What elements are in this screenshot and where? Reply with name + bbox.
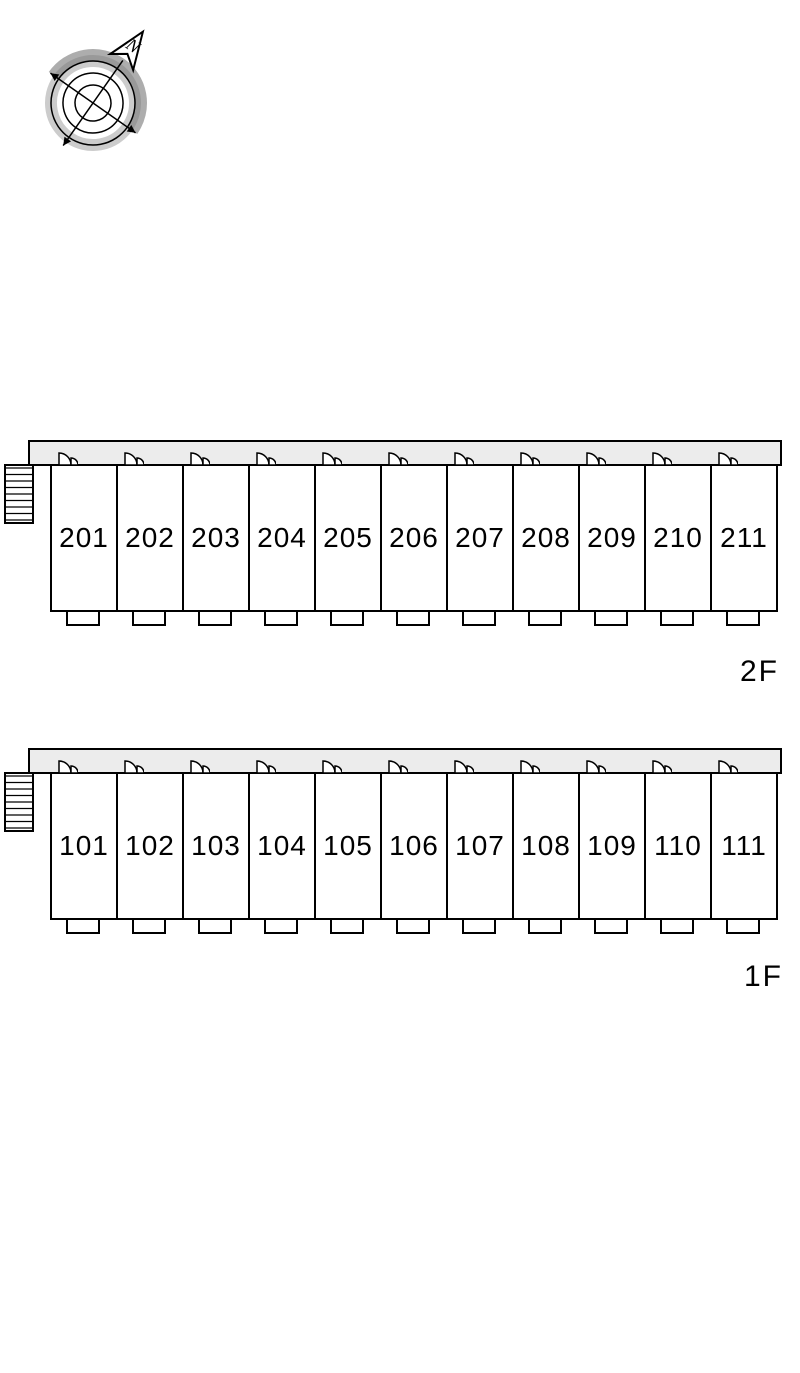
- room-label: 206: [389, 522, 439, 554]
- room-unit: 104: [250, 772, 316, 920]
- room-label: 106: [389, 830, 439, 862]
- room-unit: 106: [382, 772, 448, 920]
- floor-label: 1F: [744, 960, 783, 994]
- balcony: [660, 920, 694, 934]
- floor-label: 2F: [740, 655, 779, 689]
- room-label: 103: [191, 830, 241, 862]
- balcony: [660, 612, 694, 626]
- floor-1f: 101 102 103 104 105 106 107 108 109 11: [0, 748, 800, 996]
- balcony: [132, 612, 166, 626]
- balcony: [726, 920, 760, 934]
- rooms-row: 201 202 203 204 205 206 207 208 209 21: [50, 464, 778, 612]
- room-label: 109: [587, 830, 637, 862]
- room-label: 201: [59, 522, 109, 554]
- floor-plan-canvas: N 201 202 203 204 205 206 207 208: [0, 0, 800, 1373]
- room-label: 111: [721, 830, 767, 862]
- balcony: [330, 920, 364, 934]
- room-unit: 208: [514, 464, 580, 612]
- rooms-row: 101 102 103 104 105 106 107 108 109 11: [50, 772, 778, 920]
- room-unit: 210: [646, 464, 712, 612]
- balcony: [198, 920, 232, 934]
- room-unit: 205: [316, 464, 382, 612]
- floor-2f: 201 202 203 204 205 206 207 208 209 21: [0, 440, 800, 688]
- room-unit: 111: [712, 772, 778, 920]
- balcony: [528, 612, 562, 626]
- room-unit: 209: [580, 464, 646, 612]
- room-label: 205: [323, 522, 373, 554]
- balcony: [594, 920, 628, 934]
- balcony-row: [50, 612, 776, 626]
- corridor: [28, 748, 782, 774]
- balcony: [66, 612, 100, 626]
- room-unit: 203: [184, 464, 250, 612]
- room-label: 104: [257, 830, 307, 862]
- balcony: [528, 920, 562, 934]
- room-label: 208: [521, 522, 571, 554]
- room-label: 203: [191, 522, 241, 554]
- room-unit: 110: [646, 772, 712, 920]
- room-label: 204: [257, 522, 307, 554]
- room-label: 110: [654, 830, 702, 862]
- room-unit: 102: [118, 772, 184, 920]
- balcony: [726, 612, 760, 626]
- room-label: 211: [720, 522, 768, 554]
- stairs-icon: [4, 772, 34, 837]
- corridor: [28, 440, 782, 466]
- room-label: 207: [455, 522, 505, 554]
- room-unit: 103: [184, 772, 250, 920]
- compass-icon: N: [8, 8, 178, 178]
- balcony: [198, 612, 232, 626]
- balcony: [330, 612, 364, 626]
- room-unit: 211: [712, 464, 778, 612]
- balcony: [264, 920, 298, 934]
- room-unit: 207: [448, 464, 514, 612]
- room-unit: 204: [250, 464, 316, 612]
- balcony-row: [50, 920, 776, 934]
- balcony: [132, 920, 166, 934]
- room-unit: 107: [448, 772, 514, 920]
- balcony: [396, 612, 430, 626]
- room-label: 209: [587, 522, 637, 554]
- room-unit: 109: [580, 772, 646, 920]
- room-label: 105: [323, 830, 373, 862]
- room-label: 102: [125, 830, 175, 862]
- room-unit: 201: [52, 464, 118, 612]
- room-label: 210: [653, 522, 703, 554]
- room-label: 101: [59, 830, 109, 862]
- room-label: 107: [455, 830, 505, 862]
- room-unit: 202: [118, 464, 184, 612]
- room-unit: 101: [52, 772, 118, 920]
- balcony: [264, 612, 298, 626]
- room-unit: 206: [382, 464, 448, 612]
- balcony: [594, 612, 628, 626]
- room-unit: 105: [316, 772, 382, 920]
- room-label: 108: [521, 830, 571, 862]
- balcony: [66, 920, 100, 934]
- room-unit: 108: [514, 772, 580, 920]
- balcony: [462, 920, 496, 934]
- stairs-icon: [4, 464, 34, 529]
- balcony: [396, 920, 430, 934]
- room-label: 202: [125, 522, 175, 554]
- balcony: [462, 612, 496, 626]
